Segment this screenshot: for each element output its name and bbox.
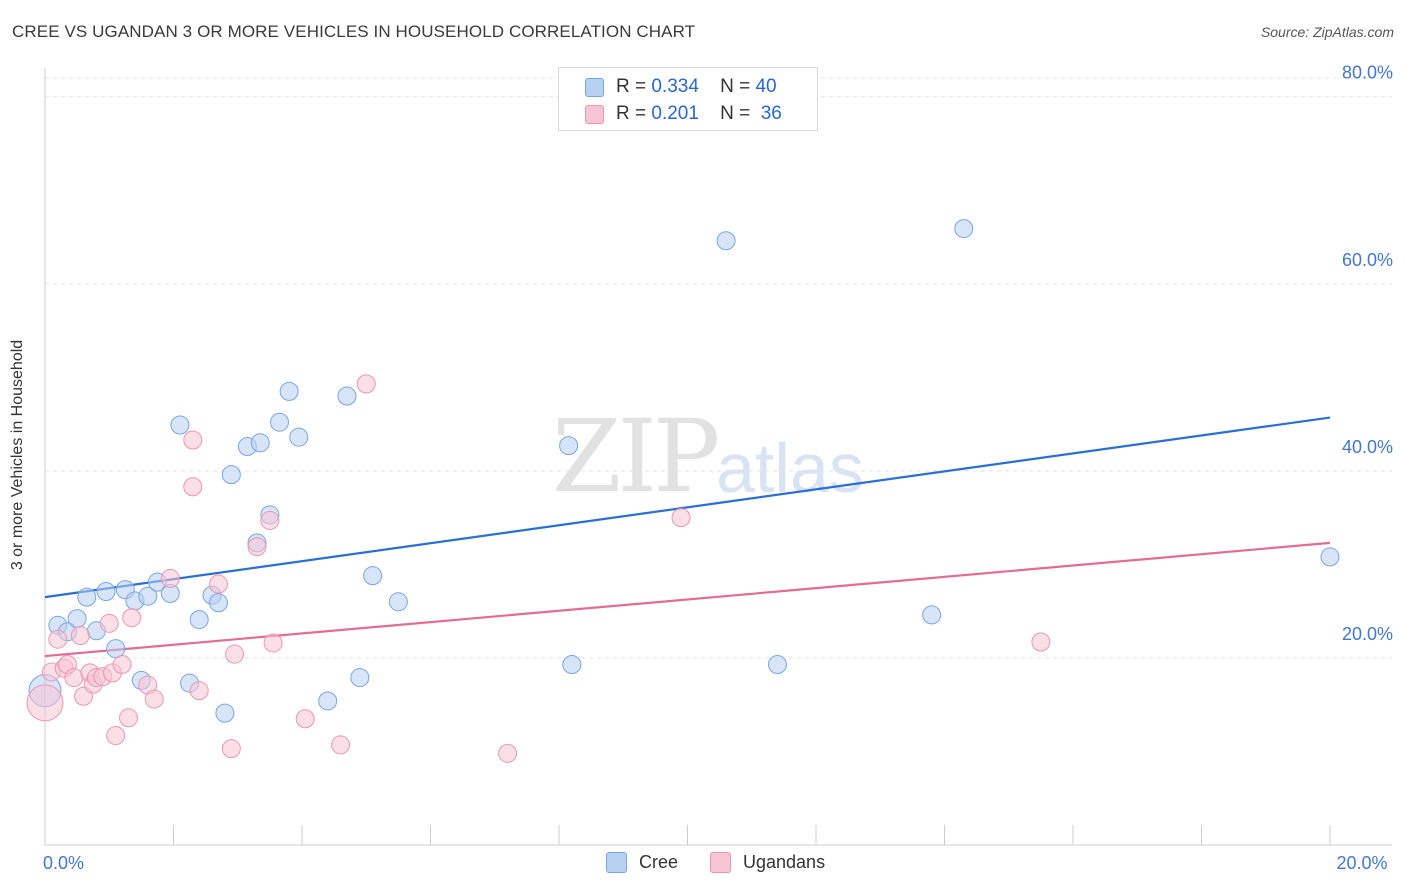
cree-r-value: 0.334 <box>651 76 699 97</box>
data-points <box>26 219 1340 763</box>
ugandan-point <box>144 689 164 709</box>
ugandan-point <box>189 681 209 701</box>
cree-point <box>270 412 290 432</box>
cree-point <box>106 639 126 659</box>
tick-labels: 20.0% 40.0% 60.0% 80.0% 0.0% 20.0% <box>43 63 1393 873</box>
cree-point <box>208 593 228 613</box>
stats-legend: R = 0.334 N = 40 R = 0.201 N = 36 <box>558 67 818 131</box>
cree-point <box>363 566 383 586</box>
cree-swatch <box>585 77 604 97</box>
cree-point <box>221 465 241 485</box>
legend-ugandans-swatch <box>710 852 731 873</box>
legend-item-cree: Cree <box>606 852 678 873</box>
cree-point <box>189 610 209 630</box>
ugandan-point <box>260 510 280 530</box>
cree-n-label: N = <box>720 76 751 97</box>
y-tick-label: 80.0% <box>1342 63 1393 83</box>
cree-point <box>559 436 579 456</box>
ugandan-point <box>331 735 351 755</box>
legend-ugandans-label: Ugandans <box>743 852 826 872</box>
cree-point <box>388 592 408 612</box>
cree-trend-line <box>44 416 1331 599</box>
cree-point <box>922 605 942 625</box>
ugandan-point <box>160 568 180 588</box>
ugandan-point <box>48 629 68 649</box>
ugandan-point <box>106 726 126 746</box>
ugandan-point <box>183 477 203 497</box>
cree-point <box>250 433 270 453</box>
ugandan-point <box>221 739 241 759</box>
cree-point <box>337 386 357 406</box>
ugandan-point <box>498 743 518 763</box>
ugandans-r-value: 0.201 <box>651 103 699 124</box>
legend-cree-swatch <box>606 852 627 873</box>
legend-row-cree: R = 0.334 N = 40 <box>585 76 777 98</box>
cree-point <box>318 691 338 711</box>
cree-r-label: R = <box>616 76 647 97</box>
cree-point <box>716 231 736 251</box>
cree-point <box>96 582 116 602</box>
source-credit: Source: ZipAtlas.com <box>1260 24 1394 40</box>
series-legend: Cree Ugandans <box>0 852 1406 878</box>
cree-point <box>289 427 309 447</box>
x-tick-label: 0.0% <box>43 853 84 873</box>
cree-point <box>954 219 974 239</box>
x-tick-label: 20.0% <box>1336 853 1387 873</box>
cree-point <box>350 668 370 688</box>
ugandan-point <box>671 508 691 528</box>
ugandans-r-label: R = <box>616 103 647 124</box>
watermark-zip: ZIP <box>552 398 720 515</box>
gridlines <box>45 77 1392 659</box>
cree-point <box>562 654 582 674</box>
axes <box>44 68 1392 846</box>
ugandan-point <box>1031 632 1051 652</box>
ugandan-point <box>356 374 376 394</box>
cree-point <box>67 609 87 629</box>
y-axis-label: 3 or more Vehicles in Household <box>9 339 26 571</box>
cree-point <box>138 586 158 606</box>
ugandan-point <box>70 625 90 645</box>
y-tick-label: 40.0% <box>1342 437 1393 457</box>
legend-cree-label: Cree <box>639 852 679 872</box>
ugandan-point <box>64 668 84 688</box>
ugandan-point <box>99 613 119 633</box>
y-tick-label: 60.0% <box>1342 250 1393 270</box>
ugandan-point <box>225 644 245 664</box>
cree-point <box>1320 547 1340 567</box>
ugandan-point <box>247 537 267 557</box>
ugandan-point <box>26 684 64 722</box>
trend-lines <box>44 416 1331 658</box>
cree-point <box>215 703 235 723</box>
y-tick-label: 20.0% <box>1342 624 1393 644</box>
ugandan-point <box>295 709 315 729</box>
cree-point <box>77 587 97 607</box>
ugandan-point <box>183 430 203 450</box>
ugandan-point <box>122 608 142 628</box>
ugandan-point <box>208 574 228 594</box>
ugandan-trend-line <box>44 541 1331 658</box>
chart-title: CREE VS UGANDAN 3 OR MORE VEHICLES IN HO… <box>12 22 696 41</box>
cree-point <box>170 415 190 435</box>
cree-n-value: 40 <box>755 76 777 97</box>
legend-row-ugandans: R = 0.201 N = 36 <box>585 103 782 125</box>
ugandans-n-label: N = <box>720 103 751 124</box>
ugandan-point <box>263 633 283 653</box>
ugandan-point <box>112 654 132 674</box>
legend-item-ugandans: Ugandans <box>710 852 825 873</box>
cree-point <box>279 381 299 401</box>
cree-point <box>767 654 787 674</box>
ugandans-swatch <box>585 104 604 124</box>
ugandan-point <box>119 708 139 728</box>
ugandans-n-value: 36 <box>760 103 782 124</box>
